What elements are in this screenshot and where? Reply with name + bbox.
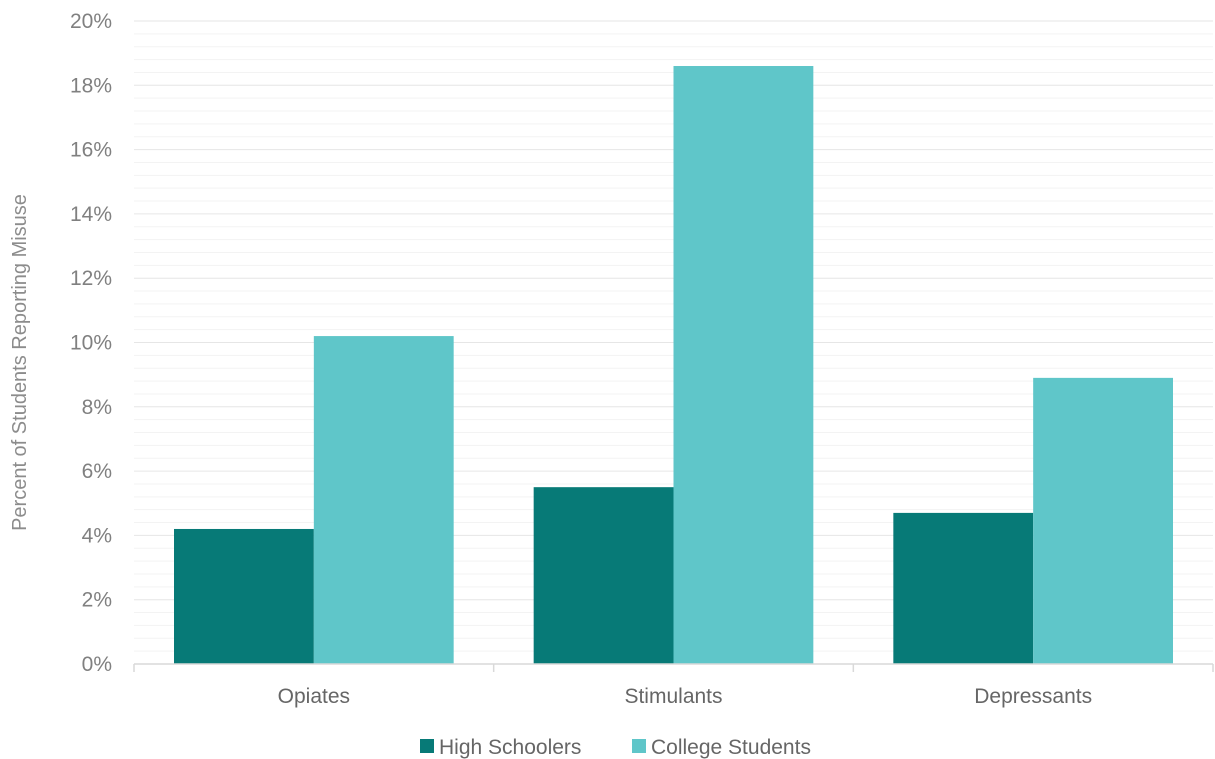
y-tick-label: 2% xyxy=(82,589,112,612)
bar-depressants-high-schoolers xyxy=(893,512,1034,664)
category-label: Stimulants xyxy=(624,685,722,708)
y-tick-label: 8% xyxy=(82,396,112,419)
legend-swatch xyxy=(420,739,434,753)
category-label: Opiates xyxy=(278,685,350,708)
bars xyxy=(174,66,1173,664)
y-axis-label: Percent of Students Reporting Misuse xyxy=(9,194,31,531)
y-tick-label: 14% xyxy=(70,203,112,226)
bar-depressants-college-students xyxy=(1033,377,1173,664)
category-label: Depressants xyxy=(974,685,1092,708)
bar-stimulants-high-schoolers xyxy=(533,487,674,664)
bar-stimulants-college-students xyxy=(673,66,814,664)
y-tick-label: 4% xyxy=(82,524,112,547)
bar-opiates-college-students xyxy=(313,336,454,664)
category-labels: Opiates Stimulants Depressants xyxy=(278,685,1092,708)
y-tick-label: 0% xyxy=(82,653,112,676)
legend-label: College Students xyxy=(651,736,811,759)
y-tick-label: 10% xyxy=(70,332,112,355)
bar-opiates-high-schoolers xyxy=(174,528,314,664)
y-tick-labels: 0% 2% 4% 6% 8% 10% 12% 14% 16% 18% 20% xyxy=(70,10,112,676)
legend: High Schoolers College Students xyxy=(420,736,811,759)
y-tick-label: 18% xyxy=(70,74,112,97)
legend-label: High Schoolers xyxy=(439,736,581,759)
y-tick-label: 12% xyxy=(70,267,112,290)
y-tick-label: 20% xyxy=(70,10,112,33)
y-tick-label: 6% xyxy=(82,460,112,483)
legend-swatch xyxy=(632,739,646,753)
axes xyxy=(133,663,1214,672)
y-tick-label: 16% xyxy=(70,139,112,162)
